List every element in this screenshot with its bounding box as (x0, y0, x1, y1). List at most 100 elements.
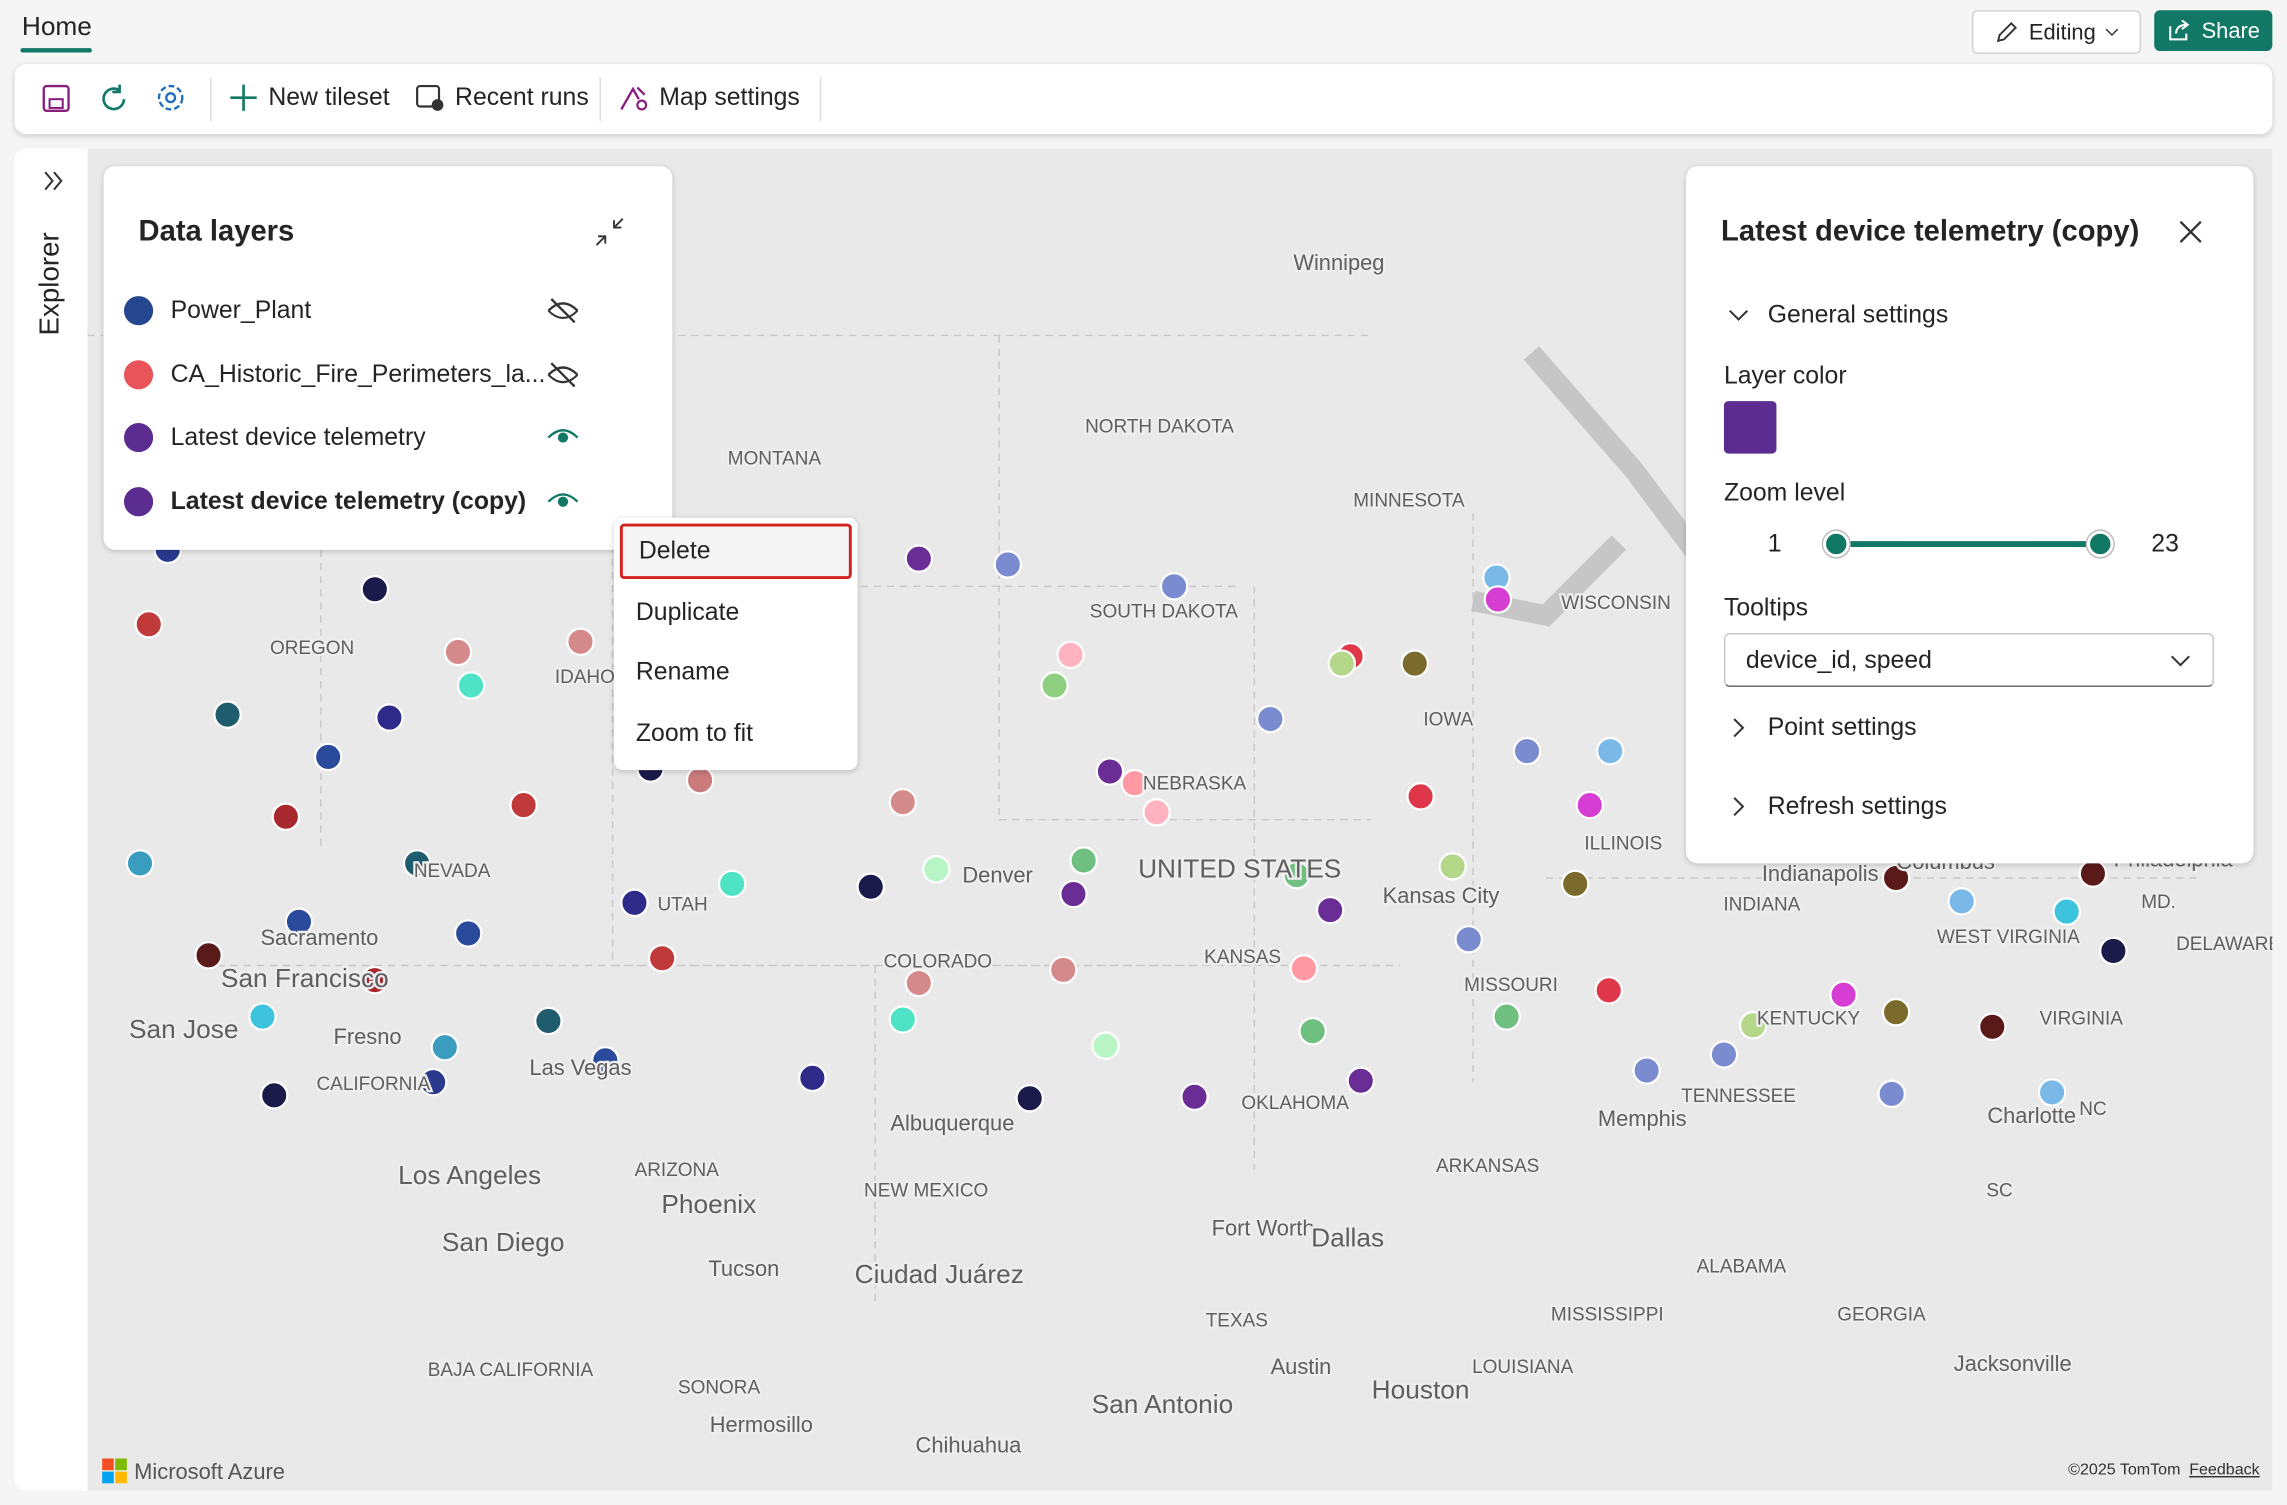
refresh-icon[interactable] (98, 83, 130, 115)
device-point[interactable] (1438, 852, 1467, 881)
zoom-max-handle[interactable] (2087, 530, 2114, 558)
home-tab[interactable]: Home (21, 11, 92, 41)
device-point[interactable] (1978, 1012, 2007, 1042)
device-point[interactable] (509, 790, 538, 820)
explorer-label[interactable]: Explorer (35, 232, 66, 336)
device-point[interactable] (993, 550, 1023, 579)
map-settings-button[interactable]: Map settings (618, 82, 800, 114)
expand-icon[interactable] (42, 169, 65, 192)
device-point[interactable] (534, 1006, 563, 1036)
device-point[interactable] (1881, 997, 1911, 1027)
device-point[interactable] (1040, 671, 1069, 700)
device-point[interactable] (1483, 585, 1513, 614)
device-point[interactable] (717, 869, 747, 899)
device-point[interactable] (125, 849, 155, 878)
share-button[interactable]: Share (2154, 10, 2273, 52)
device-point[interactable] (1069, 846, 1098, 875)
settings-icon[interactable] (155, 82, 187, 114)
device-point[interactable] (2037, 1078, 2067, 1107)
zoom-min-handle[interactable] (1823, 530, 1850, 558)
device-point[interactable] (904, 968, 934, 998)
device-point[interactable] (1095, 757, 1125, 786)
device-point[interactable] (888, 1005, 918, 1034)
device-point[interactable] (1877, 1079, 1906, 1109)
device-point[interactable] (1120, 768, 1149, 798)
device-point[interactable] (1315, 895, 1345, 925)
device-point[interactable] (1709, 1040, 1739, 1069)
device-point[interactable] (1256, 704, 1285, 734)
device-point[interactable] (904, 544, 934, 573)
device-point[interactable] (1512, 736, 1542, 766)
device-point[interactable] (1947, 887, 1976, 916)
device-point[interactable] (1632, 1056, 1661, 1085)
device-point[interactable] (1049, 955, 1078, 985)
device-point[interactable] (194, 941, 223, 970)
device-point[interactable] (1492, 1002, 1521, 1031)
device-point[interactable] (1056, 640, 1085, 670)
feedback-link[interactable]: Feedback (2189, 1461, 2260, 1479)
device-point[interactable] (453, 919, 483, 948)
device-point[interactable] (418, 1067, 448, 1097)
device-point[interactable] (1881, 863, 1911, 893)
menu-item[interactable]: Duplicate (635, 597, 740, 625)
device-point[interactable] (1180, 1082, 1209, 1112)
device-point[interactable] (1091, 1031, 1120, 1060)
device-point[interactable] (1142, 798, 1171, 827)
device-point[interactable] (402, 849, 432, 878)
device-point[interactable] (134, 610, 163, 639)
device-point[interactable] (213, 700, 242, 729)
device-point[interactable] (313, 742, 343, 772)
device-point[interactable] (443, 637, 473, 667)
menu-item[interactable]: Delete (619, 523, 852, 580)
tooltips-dropdown[interactable]: device_id, speed (1723, 632, 2215, 687)
collapse-icon[interactable] (594, 216, 626, 248)
device-point[interactable] (1829, 980, 1858, 1009)
hidden-icon[interactable] (545, 360, 580, 389)
device-point[interactable] (284, 907, 314, 936)
device-point[interactable] (888, 787, 918, 817)
device-point[interactable] (1595, 736, 1625, 766)
new-tileset-button[interactable]: New tileset (228, 82, 390, 114)
refresh-settings-header[interactable]: Refresh settings (1727, 792, 1947, 821)
device-point[interactable] (620, 888, 649, 918)
menu-item[interactable]: Zoom to fit (635, 718, 754, 747)
device-point[interactable] (1575, 790, 1604, 820)
device-point[interactable] (1594, 976, 1623, 1005)
save-icon[interactable] (41, 83, 73, 115)
layer-row[interactable]: Latest device telemetry (copy) (104, 483, 673, 518)
menu-item[interactable]: Rename (635, 657, 730, 686)
device-point[interactable] (685, 766, 715, 795)
editing-button[interactable]: Editing (1971, 10, 2142, 54)
device-point[interactable] (248, 1002, 277, 1031)
device-point[interactable] (2052, 897, 2081, 926)
layer-row[interactable]: Latest device telemetry (104, 420, 673, 455)
device-point[interactable] (922, 855, 951, 884)
recent-runs-button[interactable]: Recent runs (414, 82, 589, 114)
device-point[interactable] (1346, 1066, 1376, 1095)
visible-icon[interactable] (545, 423, 580, 452)
device-point[interactable] (456, 671, 486, 700)
device-point[interactable] (591, 1046, 620, 1075)
device-point[interactable] (1560, 869, 1590, 899)
device-point[interactable] (1298, 1016, 1327, 1046)
device-point[interactable] (647, 944, 677, 973)
close-icon[interactable] (2178, 219, 2204, 245)
layer-row[interactable]: Power_Plant (104, 293, 673, 328)
device-point[interactable] (856, 872, 885, 901)
device-point[interactable] (1454, 925, 1483, 954)
device-point[interactable] (1015, 1084, 1044, 1113)
device-point[interactable] (1738, 1011, 1768, 1040)
device-point[interactable] (566, 627, 595, 656)
device-point[interactable] (360, 965, 390, 995)
device-point[interactable] (798, 1063, 827, 1093)
device-point[interactable] (1406, 782, 1435, 811)
device-point[interactable] (1059, 879, 1088, 909)
device-point[interactable] (360, 575, 390, 604)
layer-row[interactable]: CA_Historic_Fire_Perimeters_la... (104, 357, 673, 392)
device-point[interactable] (1159, 572, 1189, 601)
device-point[interactable] (2078, 859, 2108, 888)
hidden-icon[interactable] (545, 296, 580, 325)
device-point[interactable] (1400, 649, 1429, 678)
general-settings-header[interactable]: General settings (1727, 300, 1948, 329)
layer-color-swatch[interactable] (1723, 401, 1777, 454)
